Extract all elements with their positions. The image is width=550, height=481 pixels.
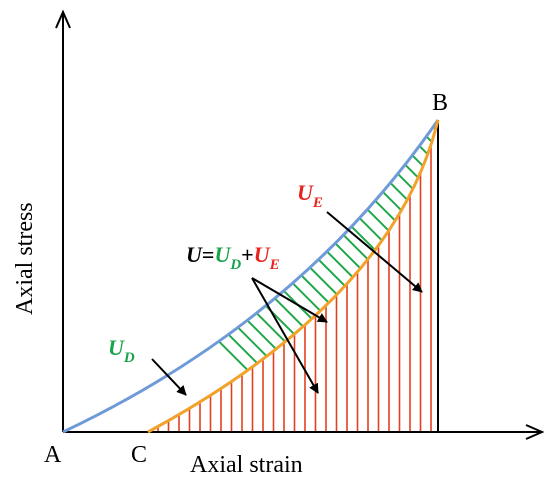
ud-hatch-line: [369, 120, 438, 432]
unloading-curve: [147, 119, 440, 434]
ud-hatch-line: [63, 120, 392, 432]
ud-arrow: [151, 358, 187, 396]
ud-hatch-line: [138, 120, 438, 432]
ud-label-main: U: [108, 335, 125, 360]
loading-curve: [62, 119, 440, 434]
eq-ue-sub: E: [269, 257, 280, 273]
eq-u: U: [186, 242, 203, 267]
ud-hatch-line: [435, 120, 438, 432]
ud-label: UD: [108, 335, 135, 366]
ud-hatch-line: [319, 120, 438, 432]
ud-hatch-line: [63, 120, 438, 432]
y-axis-arrow-icon: [55, 9, 71, 29]
ud-hatch-line: [154, 120, 438, 432]
ud-hatch-line: [535, 80, 550, 480]
point-b-label: B: [432, 90, 448, 116]
ud-hatch-line: [486, 80, 550, 480]
ud-hatch-line: [63, 120, 375, 432]
eq-ue-main: U: [254, 242, 271, 267]
ud-hatch-line: [220, 120, 438, 432]
ue-label: UE: [297, 180, 323, 211]
ud-hatch-line: [63, 120, 425, 432]
ud-hatch-line: [303, 120, 438, 432]
ue-label-sub: E: [312, 195, 323, 211]
ud-hatch-line: [453, 80, 550, 480]
ue-arrow: [326, 211, 423, 293]
u-arrow-to-ud: [251, 277, 328, 323]
eq-equals: =: [202, 242, 215, 267]
u-arrow-to-ue: [251, 277, 319, 394]
eq-plus: +: [241, 242, 254, 267]
y-axis-label: Axial stress: [12, 202, 38, 315]
ud-hatch-line: [418, 120, 438, 432]
ud-hatch-line: [121, 120, 438, 432]
ud-hatch-line: [253, 120, 438, 432]
ud-hatch-line: [519, 80, 550, 480]
ud-hatch-line: [336, 120, 438, 432]
ud-hatch-line: [469, 80, 550, 480]
total-energy-equation: U=UD+UE: [186, 242, 280, 273]
ud-hatch-line: [385, 120, 438, 432]
eq-ud-sub: D: [229, 257, 241, 273]
x-axis-label: Axial strain: [190, 452, 303, 478]
dissipated-energy-hatching: [63, 80, 550, 480]
point-a-label: A: [44, 442, 62, 468]
eq-ud-main: U: [214, 242, 231, 267]
ud-hatch-line: [171, 120, 438, 432]
ud-hatch-line: [502, 80, 550, 480]
point-c-label: C: [131, 442, 147, 468]
x-axis-arrow-icon: [525, 424, 545, 440]
ud-hatch-line: [105, 120, 438, 432]
ud-label-sub: D: [123, 350, 135, 366]
ue-label-main: U: [297, 180, 314, 205]
ud-hatch-line: [352, 120, 438, 432]
ud-hatch-line: [286, 120, 438, 432]
